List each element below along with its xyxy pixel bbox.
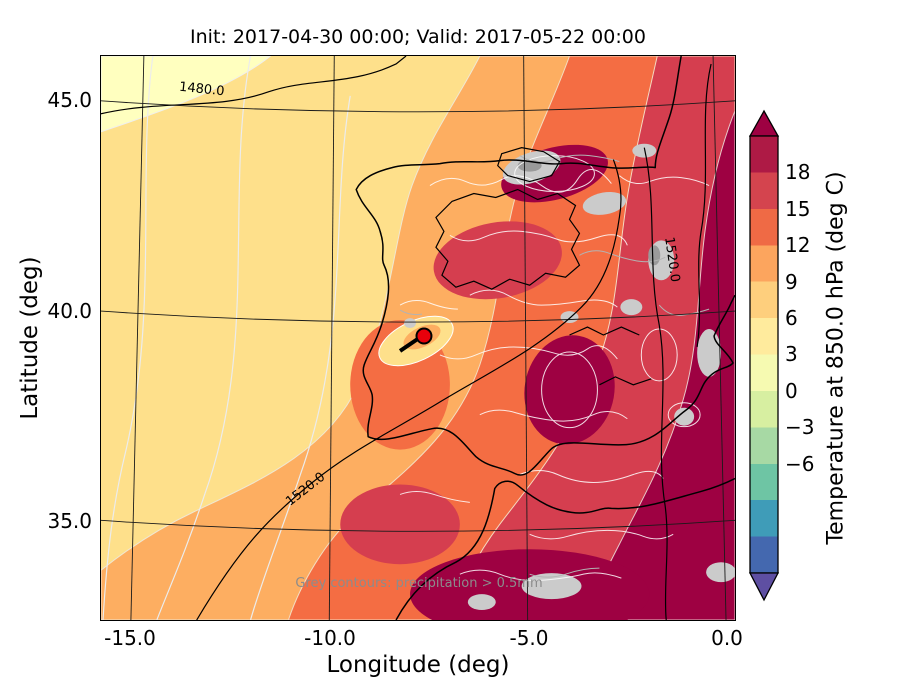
temp-blob-red-south: [340, 484, 460, 565]
precip-shading-dark-2: [648, 245, 661, 266]
x-tick--10: -10.0: [304, 626, 356, 650]
x-tick-0: 0.0: [711, 626, 743, 650]
y-tick-35: 35.0: [47, 509, 92, 533]
y-axis-label: Latitude (deg): [17, 256, 43, 420]
geopotential-contours: [101, 56, 712, 620]
graticule: [101, 56, 735, 620]
temp-contours-east: [399, 155, 710, 582]
map-plot-area: 1480.0 1520.0 1520.0 Grey contours: prec…: [100, 55, 736, 621]
x-axis-label: Longitude (deg): [326, 652, 510, 678]
precip-note: Grey contours: precipitation > 0.5mm: [295, 576, 543, 591]
temp-blob-crimson-2: [524, 335, 615, 445]
precip-shading: [404, 143, 735, 611]
cb-tick-3: 3: [785, 342, 798, 366]
colorbar-gradient: [749, 135, 779, 574]
colorbar: [748, 109, 780, 602]
colorbar-label: Temperature at 850.0 hPa (deg C): [823, 171, 849, 545]
y-tick-40: 40.0: [47, 299, 92, 323]
cb-tick-6: 6: [785, 306, 798, 330]
cb-tick-9: 9: [785, 270, 798, 294]
x-tick--5: -5.0: [509, 626, 549, 650]
cb-tick-12: 12: [785, 233, 811, 257]
station-marker: [398, 327, 433, 353]
plot-title: Init: 2017-04-30 00:00; Valid: 2017-05-2…: [190, 26, 646, 48]
coastlines: [355, 56, 735, 620]
cb-tick--6: −6: [785, 452, 815, 476]
cb-tick-0: 0: [785, 379, 798, 403]
colorbar-extend-bottom: [748, 572, 780, 602]
colorbar-extend-top: [748, 109, 780, 137]
x-tick--15: -15.0: [104, 626, 156, 650]
y-tick-45: 45.0: [47, 88, 92, 112]
cb-tick--3: −3: [785, 415, 815, 439]
cb-tick-15: 15: [785, 197, 811, 221]
map-canvas: [101, 56, 735, 620]
cb-tick-18: 18: [785, 160, 811, 184]
